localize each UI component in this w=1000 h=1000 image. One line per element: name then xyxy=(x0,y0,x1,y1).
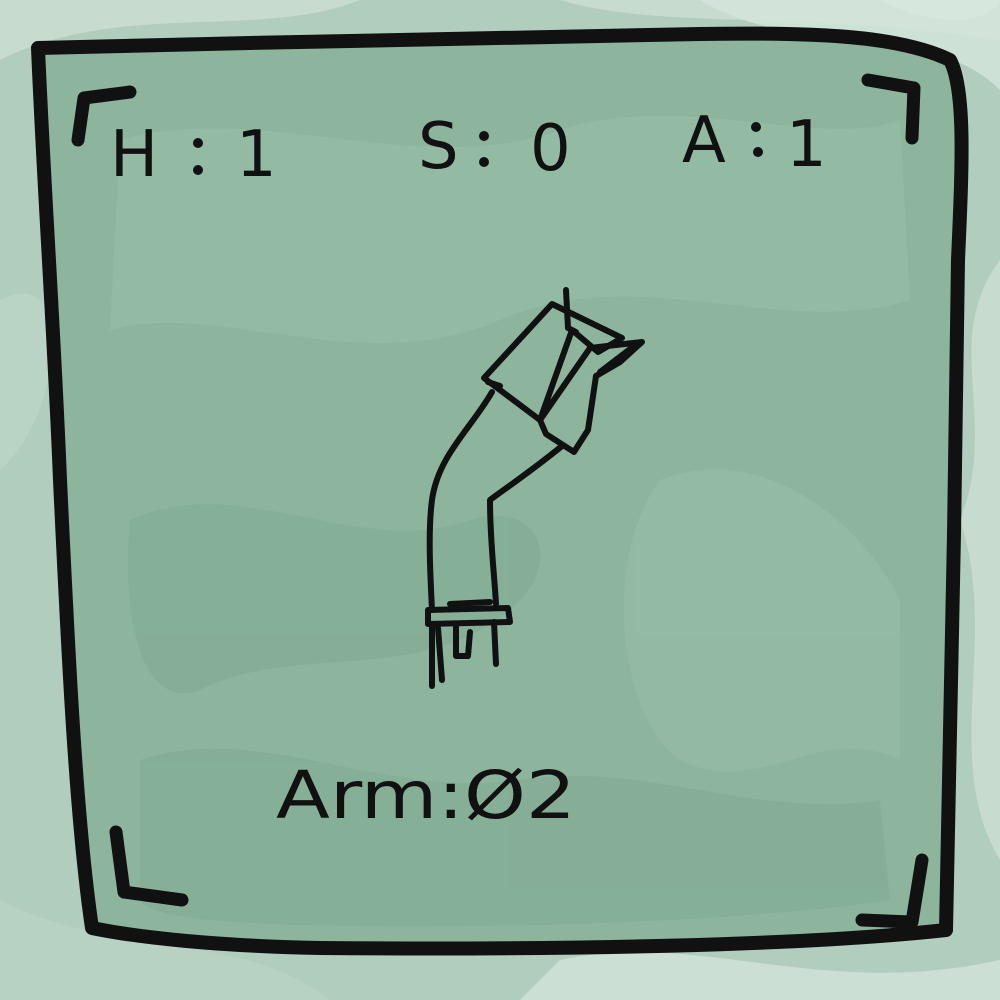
stat-a-colon-dot-top xyxy=(751,122,761,132)
stat-h-colon-dot-bottom xyxy=(193,165,203,175)
arm-upper-segment-right xyxy=(487,443,565,607)
card xyxy=(31,26,969,956)
corner-bracket-bottom-left xyxy=(109,825,189,907)
stat-a-value: 1 xyxy=(786,108,827,182)
stat-s: S 0 xyxy=(418,110,571,186)
stat-h-value: 1 xyxy=(236,118,277,192)
stat-s-value: 0 xyxy=(530,112,571,186)
corner-bracket-bottom-right xyxy=(855,853,929,929)
stat-row: H 1 S 0 A 1 xyxy=(110,104,827,192)
corner-brackets xyxy=(71,73,929,929)
stat-a-label: A xyxy=(682,104,726,178)
robot-arm-icon xyxy=(425,287,645,689)
stat-h-label: H xyxy=(110,118,158,192)
corner-bracket-top-left xyxy=(71,85,137,147)
stat-a-colon-dot-bottom xyxy=(753,147,763,157)
stat-s-colon-dot-bottom xyxy=(479,157,489,167)
stat-a: A 1 xyxy=(682,104,827,182)
arm-elbow-block xyxy=(537,339,645,455)
part-label: Arm:Ø2 xyxy=(276,757,576,834)
stat-h-colon-dot-top xyxy=(193,138,203,148)
corner-bracket-top-right xyxy=(861,73,921,145)
arm-upper-segment-left xyxy=(426,389,495,613)
stat-s-label: S xyxy=(418,110,459,184)
arm-gripper-inner xyxy=(453,623,473,659)
stat-s-colon-dot-top xyxy=(479,131,489,141)
part-label-area: Arm:Ø2 xyxy=(276,757,576,834)
stat-h: H 1 xyxy=(110,118,277,192)
arm-wrist-band xyxy=(425,605,513,627)
arm-gripper-right xyxy=(491,619,499,667)
